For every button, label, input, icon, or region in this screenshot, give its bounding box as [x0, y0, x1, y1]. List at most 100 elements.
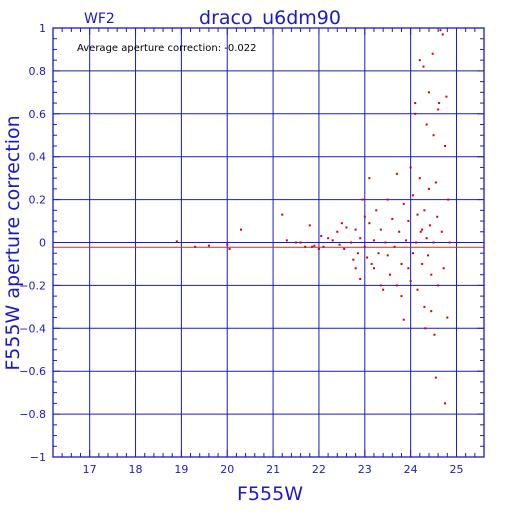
data-point	[308, 224, 311, 227]
data-point	[350, 241, 353, 244]
x-tick-label: 19	[174, 463, 188, 476]
data-point	[425, 237, 428, 240]
data-point	[375, 209, 378, 212]
data-point	[194, 245, 197, 248]
data-point	[395, 172, 398, 175]
data-point	[398, 230, 401, 233]
data-point	[285, 239, 288, 242]
data-point	[356, 252, 359, 255]
data-point	[434, 181, 437, 184]
y-tick-label: −0.4	[19, 322, 46, 335]
data-point	[411, 194, 414, 197]
data-point	[414, 102, 417, 105]
data-point	[372, 267, 375, 270]
data-point	[418, 59, 421, 62]
x-tick-label: 20	[220, 463, 234, 476]
data-point	[281, 213, 284, 216]
data-point	[432, 134, 435, 137]
data-point	[343, 247, 346, 250]
y-tick-label: 0.2	[29, 194, 47, 207]
data-point	[405, 239, 408, 242]
data-point	[439, 29, 442, 32]
x-axis-label: F555W	[237, 483, 303, 505]
data-point	[313, 244, 316, 247]
data-point	[444, 402, 447, 405]
data-point	[311, 245, 314, 248]
data-point	[322, 245, 325, 248]
data-point	[354, 267, 357, 270]
data-point	[327, 237, 330, 240]
data-point	[400, 262, 403, 265]
x-tick-label: 24	[404, 463, 418, 476]
data-point	[377, 252, 380, 255]
data-point	[409, 280, 412, 283]
data-point	[434, 376, 437, 379]
data-point	[228, 247, 231, 250]
data-point	[345, 226, 348, 229]
y-tick-label: −0.8	[19, 408, 46, 421]
x-axis: 17 18 19 20 21 22 23 24 25	[52, 28, 485, 476]
y-tick-label: 0	[39, 237, 46, 250]
data-point	[320, 235, 323, 238]
data-point	[331, 239, 334, 242]
data-point	[437, 108, 440, 111]
data-point	[430, 273, 433, 276]
data-point	[415, 241, 418, 244]
data-point	[317, 247, 320, 250]
average-annotation: Average aperture correction: -0.022	[77, 43, 257, 54]
data-point	[400, 295, 403, 298]
y-axis: 1 0.8 0.6 0.4 0.2 0 −0.2 −0.4 −0.6 −0.8 −1	[19, 22, 484, 464]
data-point	[386, 254, 389, 257]
x-tick-label: 25	[449, 463, 463, 476]
y-tick-label: 0.8	[29, 65, 47, 78]
data-point	[389, 273, 392, 276]
x-tick-label: 17	[83, 463, 97, 476]
x-tick-label: 22	[312, 463, 326, 476]
y-tick-label: −0.2	[19, 279, 46, 292]
data-point	[425, 123, 428, 126]
data-point	[422, 65, 425, 68]
x-tick-label: 18	[129, 463, 143, 476]
data-point	[338, 243, 341, 246]
data-point	[418, 177, 421, 180]
data-point	[431, 52, 434, 55]
data-point	[437, 284, 440, 287]
data-point	[295, 241, 298, 244]
data-point	[336, 230, 339, 233]
data-point	[226, 243, 229, 246]
x-tick-label: 23	[358, 463, 372, 476]
data-point	[382, 288, 385, 291]
data-point	[386, 198, 389, 201]
y-tick-label: 0.4	[29, 151, 47, 164]
chart-title: draco_u6dm90	[199, 7, 341, 29]
y-tick-label: 0.6	[29, 108, 47, 121]
data-point	[421, 228, 424, 231]
data-point	[433, 333, 436, 336]
data-point	[304, 245, 307, 248]
reference-lines	[53, 242, 484, 248]
data-point	[299, 241, 302, 244]
data-point	[359, 237, 362, 240]
data-point	[428, 224, 431, 227]
data-point	[447, 198, 450, 201]
y-tick-label: 1	[39, 22, 46, 35]
data-point	[370, 262, 373, 265]
data-point	[402, 318, 405, 321]
data-point	[414, 112, 417, 115]
data-point	[438, 102, 441, 105]
x-tick-label: 21	[266, 463, 280, 476]
data-point	[446, 316, 449, 319]
data-point	[395, 284, 398, 287]
data-point	[407, 220, 410, 223]
data-point	[359, 277, 362, 280]
data-point	[207, 244, 210, 247]
data-point	[427, 187, 430, 190]
data-point	[379, 284, 382, 287]
data-point	[366, 256, 369, 259]
data-point	[340, 222, 343, 225]
data-point	[175, 240, 178, 243]
data-point	[423, 305, 426, 308]
data-point	[442, 267, 445, 270]
y-axis-label: F555W aperture correction	[2, 115, 24, 370]
